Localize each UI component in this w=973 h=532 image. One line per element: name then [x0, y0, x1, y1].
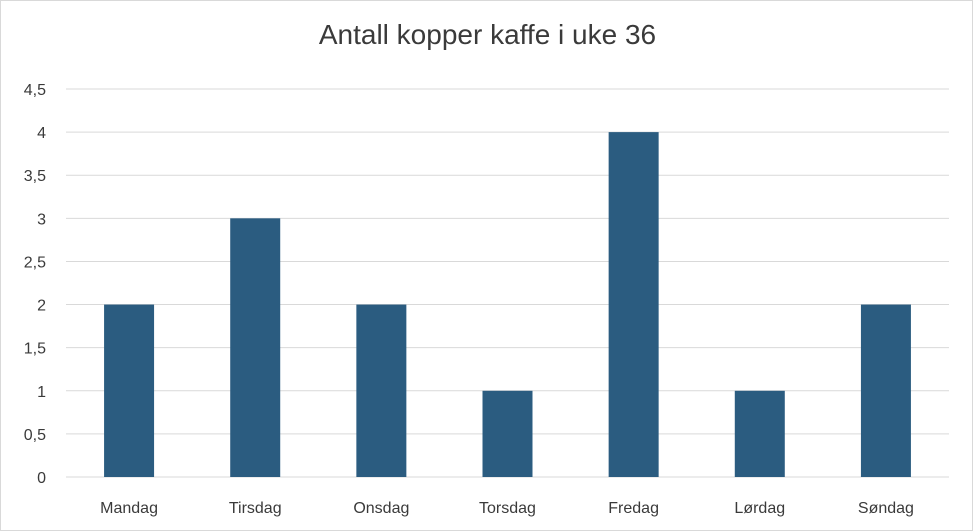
x-tick-label: Fredag [608, 500, 659, 517]
bar-lørdag [734, 390, 785, 477]
y-tick-label: 2 [37, 298, 46, 315]
y-tick-label: 0 [37, 470, 46, 487]
y-tick-label: 3 [37, 211, 46, 228]
bar-mandag [104, 304, 155, 477]
y-axis-tick-labels: 0 0,5 1 1,5 2 2,5 3 3,5 4 4,5 [24, 82, 46, 487]
bars [104, 132, 911, 478]
x-tick-label: Tirsdag [229, 500, 282, 517]
y-tick-label: 1,5 [24, 341, 46, 358]
y-tick-label: 4 [37, 125, 46, 142]
x-axis-tick-labels: Mandag Tirsdag Onsdag Torsdag Fredag Lørdag Sø… [100, 500, 914, 517]
bar-onsdag [356, 304, 407, 477]
y-tick-label: 1 [37, 384, 46, 401]
bar-torsdag [482, 390, 533, 477]
bar-søndag [860, 304, 911, 477]
bar-tirsdag [230, 218, 281, 478]
x-tick-label: Søndag [858, 500, 914, 517]
chart-title: Antall kopper kaffe i uke 36 [318, 19, 657, 50]
y-tick-label: 0,5 [24, 427, 46, 444]
x-tick-label: Lørdag [734, 500, 785, 517]
y-tick-label: 2,5 [24, 254, 46, 271]
x-tick-label: Mandag [100, 500, 158, 517]
y-tick-label: 3,5 [24, 168, 46, 185]
bar-fredag [608, 132, 659, 477]
x-tick-label: Torsdag [479, 500, 536, 517]
x-tick-label: Onsdag [353, 500, 409, 517]
y-tick-label: 4,5 [24, 82, 46, 99]
